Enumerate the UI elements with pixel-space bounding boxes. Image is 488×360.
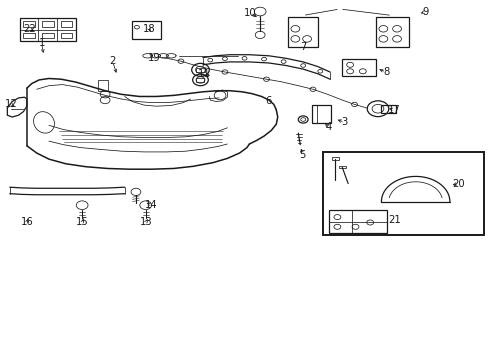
Text: 19: 19 bbox=[147, 53, 160, 63]
Bar bbox=[328, 210, 386, 233]
Text: 13: 13 bbox=[139, 217, 152, 228]
Text: 10: 10 bbox=[244, 8, 256, 18]
Text: 6: 6 bbox=[264, 96, 271, 106]
Text: 14: 14 bbox=[145, 200, 158, 210]
Text: 16: 16 bbox=[20, 217, 33, 228]
Bar bbox=[42, 21, 54, 27]
Text: 17: 17 bbox=[387, 105, 400, 115]
Text: 5: 5 bbox=[298, 150, 305, 160]
Bar bbox=[338, 166, 346, 168]
Bar bbox=[311, 105, 330, 123]
Bar bbox=[287, 17, 317, 47]
Text: 8: 8 bbox=[383, 67, 388, 77]
Bar bbox=[23, 21, 35, 27]
Bar bbox=[195, 78, 204, 82]
Bar bbox=[20, 18, 76, 41]
Bar bbox=[132, 21, 161, 39]
Text: 12: 12 bbox=[4, 99, 17, 109]
Bar bbox=[61, 21, 72, 27]
Text: 11: 11 bbox=[198, 69, 210, 79]
Text: 2: 2 bbox=[109, 56, 116, 66]
Bar bbox=[98, 80, 107, 91]
Bar bbox=[322, 152, 483, 235]
Text: 3: 3 bbox=[341, 117, 347, 127]
Bar bbox=[195, 68, 205, 72]
Bar bbox=[342, 59, 375, 76]
Bar bbox=[331, 157, 338, 160]
Bar bbox=[42, 33, 54, 39]
Text: 18: 18 bbox=[142, 24, 155, 34]
Text: 4: 4 bbox=[325, 122, 331, 132]
Text: 7: 7 bbox=[299, 42, 306, 52]
Bar bbox=[61, 33, 72, 39]
Text: 9: 9 bbox=[421, 6, 428, 17]
Text: 15: 15 bbox=[76, 217, 88, 228]
Text: 22: 22 bbox=[23, 24, 36, 34]
Bar bbox=[23, 33, 35, 39]
Text: 21: 21 bbox=[388, 215, 401, 225]
Text: 20: 20 bbox=[451, 179, 464, 189]
Bar bbox=[381, 105, 395, 113]
Bar bbox=[375, 17, 408, 47]
Text: 1: 1 bbox=[38, 38, 45, 48]
